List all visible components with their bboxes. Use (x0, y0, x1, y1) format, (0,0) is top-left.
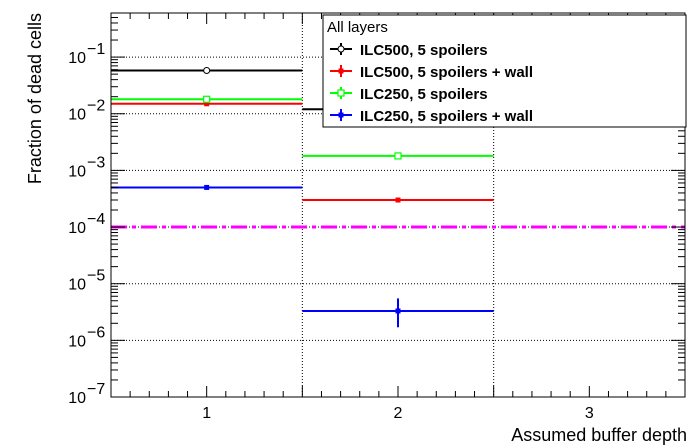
legend-header: All layers (327, 19, 388, 36)
y-tick-label-0: 10 (68, 390, 86, 407)
y-tick-label-exp-0: −7 (87, 381, 105, 398)
legend-marker-1 (338, 68, 344, 74)
series-2-bin-0-marker (203, 95, 211, 103)
series-2-bin-1-marker (394, 152, 402, 160)
y-tick-label-6: 10 (68, 50, 86, 67)
legend-label-3: ILC250, 5 spoilers + wall (360, 108, 533, 125)
series-1-bin-0-marker (204, 101, 210, 107)
y-tick-label-4: 10 (68, 163, 86, 180)
x-tick-label-0: 1 (202, 405, 211, 422)
y-tick-label-exp-6: −1 (87, 41, 105, 58)
y-tick-label-5: 10 (68, 107, 86, 124)
legend-label-1: ILC500, 5 spoilers + wall (360, 64, 533, 81)
x-tick-label-2: 3 (585, 405, 594, 422)
y-axis-title: Fraction of dead cells (25, 13, 45, 184)
legend-label-0: ILC500, 5 spoilers (360, 42, 488, 59)
legend-marker-3 (338, 112, 344, 118)
legend-marker-2 (337, 89, 345, 97)
series-3-bin-0-marker (204, 184, 210, 190)
y-tick-label-3: 10 (68, 220, 86, 237)
legend-label-2: ILC250, 5 spoilers (360, 86, 488, 103)
y-tick-label-exp-4: −3 (87, 154, 105, 171)
series-1-bin-1-marker (395, 197, 401, 203)
y-tick-label-exp-5: −2 (87, 98, 105, 115)
series-2 (111, 95, 494, 160)
legend: All layers ILC500, 5 spoilers ILC500, 5 sp… (322, 14, 687, 128)
x-axis-title: Assumed buffer depth (511, 425, 687, 445)
y-tick-label-2: 10 (68, 277, 86, 294)
series-3 (111, 184, 494, 328)
y-tick-label-1: 10 (68, 333, 86, 350)
y-tick-label-exp-2: −5 (87, 268, 105, 285)
y-tick-label-exp-3: −4 (87, 211, 105, 228)
series-1 (111, 101, 494, 203)
series-3-bin-1-marker (395, 308, 401, 314)
series-0-bin-0-marker (203, 66, 211, 74)
x-tick-label-1: 2 (394, 405, 403, 422)
legend-box (322, 14, 687, 128)
legend-marker-0 (337, 45, 345, 53)
y-tick-label-exp-1: −6 (87, 324, 105, 341)
